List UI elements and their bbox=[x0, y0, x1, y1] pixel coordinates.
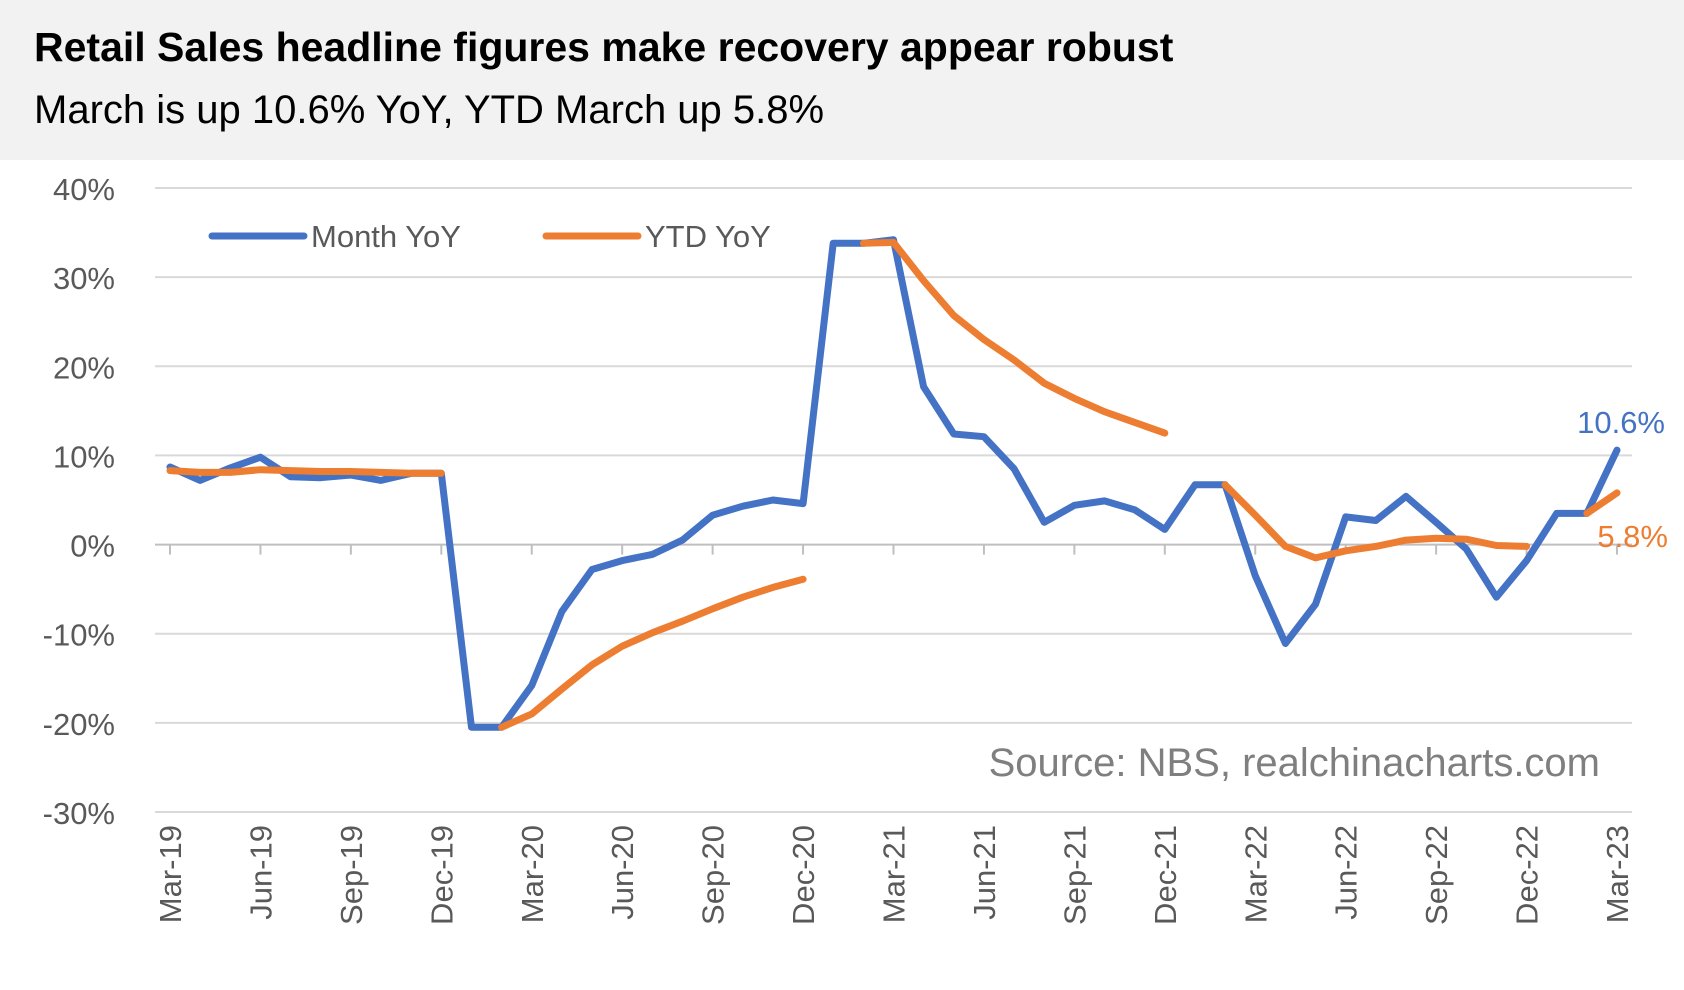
y-tick-label: 0% bbox=[70, 529, 115, 564]
x-tick-label: Mar-21 bbox=[877, 825, 912, 923]
x-tick-label: Mar-22 bbox=[1238, 825, 1273, 923]
x-tick-label: Jun-20 bbox=[605, 825, 640, 920]
header-banner: Retail Sales headline figures make recov… bbox=[0, 0, 1684, 160]
x-tick-label: Sep-21 bbox=[1057, 825, 1092, 925]
x-tick-label: Mar-19 bbox=[153, 825, 188, 923]
data-label-ytd-yoy: 5.8% bbox=[1597, 519, 1668, 554]
x-tick-label: Dec-19 bbox=[424, 825, 459, 925]
y-tick-label: -20% bbox=[43, 707, 115, 742]
x-tick-label: Jun-21 bbox=[967, 825, 1002, 920]
x-tick-label: Jun-19 bbox=[243, 825, 278, 920]
x-tick-label: Mar-23 bbox=[1600, 825, 1635, 923]
x-tick-label: Sep-19 bbox=[334, 825, 369, 925]
source-annotation: Source: NBS, realchinacharts.com bbox=[989, 741, 1600, 785]
y-tick-label: 40% bbox=[53, 172, 115, 207]
series-line-ytd-yoy bbox=[1583, 489, 1621, 517]
chart-title: Retail Sales headline figures make recov… bbox=[34, 24, 1174, 70]
x-tick-label: Sep-20 bbox=[696, 825, 731, 925]
series-line-ytd-yoy bbox=[1221, 481, 1531, 562]
legend-label-ytd-yoy: YTD YoY bbox=[645, 219, 771, 254]
data-label-month-yoy: 10.6% bbox=[1577, 405, 1665, 440]
series-line-month-yoy bbox=[166, 236, 1621, 731]
x-tick-label: Dec-21 bbox=[1148, 825, 1183, 925]
x-tick-label: Jun-22 bbox=[1329, 825, 1364, 920]
y-tick-label: 20% bbox=[53, 350, 115, 385]
series-line-ytd-yoy bbox=[166, 466, 445, 477]
y-tick-label: -10% bbox=[43, 618, 115, 653]
y-tick-label: -30% bbox=[43, 796, 115, 831]
x-tick-label: Dec-20 bbox=[786, 825, 821, 925]
x-tick-label: Mar-20 bbox=[515, 825, 550, 923]
y-tick-label: 30% bbox=[53, 261, 115, 296]
legend-label-month-yoy: Month YoY bbox=[311, 219, 461, 254]
series-line-ytd-yoy bbox=[859, 238, 1169, 437]
chart-subtitle: March is up 10.6% YoY, YTD March up 5.8% bbox=[34, 88, 825, 132]
x-tick-label: Sep-22 bbox=[1419, 825, 1454, 925]
series-line-ytd-yoy bbox=[498, 575, 807, 731]
x-tick-label: Dec-22 bbox=[1510, 825, 1545, 925]
y-tick-label: 10% bbox=[53, 439, 115, 474]
